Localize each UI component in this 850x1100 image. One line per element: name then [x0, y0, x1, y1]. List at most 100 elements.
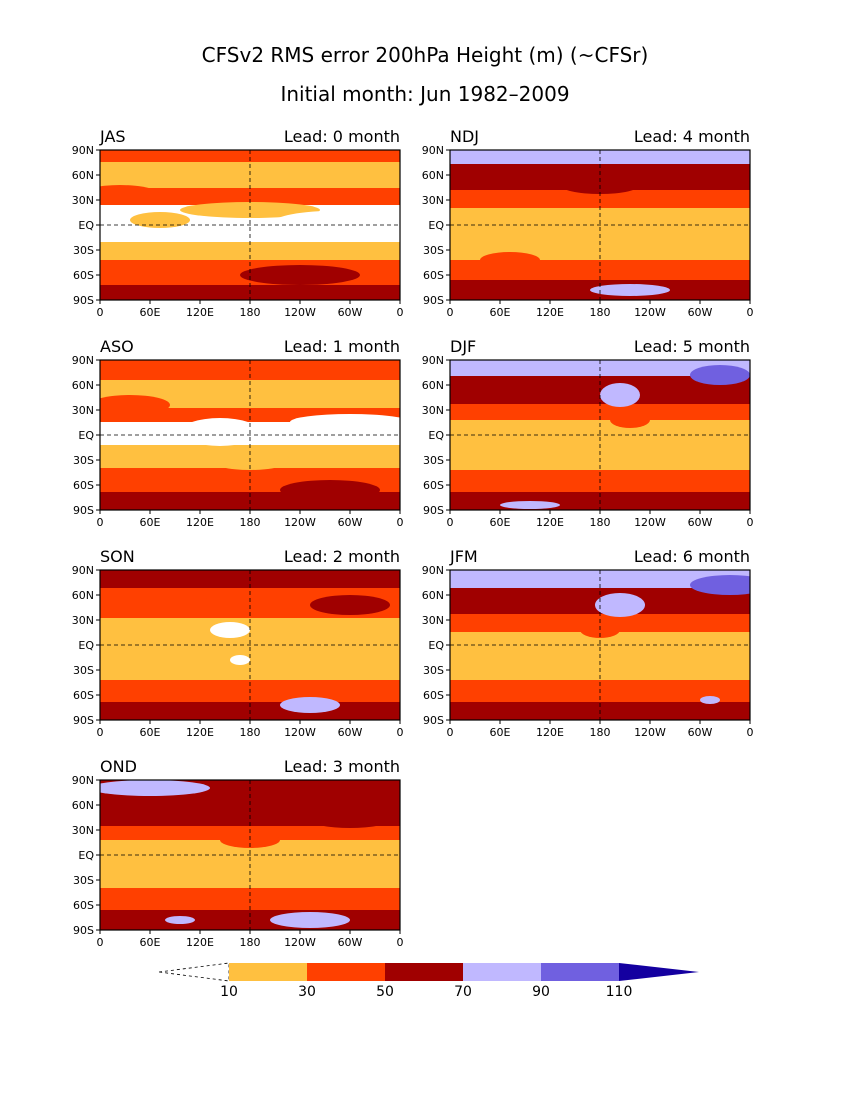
- lat-tick-label: 60S: [73, 479, 94, 492]
- lon-tick-label: 120W: [284, 726, 316, 739]
- lat-tick-label: 90S: [423, 714, 444, 727]
- lon-tick-label: 120W: [634, 306, 666, 319]
- season-label: ASO: [100, 337, 134, 356]
- lat-tick-label: 30N: [422, 194, 444, 207]
- lon-tick-label: 180: [590, 726, 611, 739]
- colorbar-segment: [307, 963, 385, 981]
- lead-label: Lead: 3 month: [284, 757, 400, 776]
- lat-tick-label: 60S: [73, 899, 94, 912]
- lon-tick-label: 0: [97, 936, 104, 949]
- colorbar-segment: [541, 963, 619, 981]
- season-label: JAS: [99, 127, 126, 146]
- lon-tick-label: 0: [97, 516, 104, 529]
- lon-tick-label: 0: [397, 726, 404, 739]
- lat-tick-label: 90S: [423, 294, 444, 307]
- lon-tick-label: 180: [240, 306, 261, 319]
- colorbar-segment: [229, 963, 307, 981]
- lon-tick-label: 120E: [186, 516, 214, 529]
- lon-tick-label: 0: [447, 516, 454, 529]
- lat-tick-label: 90N: [72, 564, 94, 577]
- lead-label: Lead: 4 month: [634, 127, 750, 146]
- lat-tick-label: 60S: [73, 689, 94, 702]
- lon-tick-label: 120W: [284, 516, 316, 529]
- lon-tick-label: 60E: [490, 306, 511, 319]
- lon-tick-label: 120E: [186, 726, 214, 739]
- lat-tick-label: 30S: [73, 874, 94, 887]
- colorbar-high-arrow: [619, 963, 699, 981]
- lon-tick-label: 180: [590, 306, 611, 319]
- lon-tick-label: 60W: [688, 726, 713, 739]
- lon-tick-label: 120E: [186, 936, 214, 949]
- season-label: SON: [100, 547, 135, 566]
- lat-tick-label: 60N: [72, 589, 94, 602]
- lon-tick-label: 60W: [688, 516, 713, 529]
- lon-tick-label: 120E: [536, 516, 564, 529]
- lat-tick-label: 90S: [73, 504, 94, 517]
- lat-tick-label: EQ: [78, 219, 94, 232]
- lat-tick-label: 30N: [72, 614, 94, 627]
- colorbar: 10 30 50 70 90 110: [158, 962, 699, 1000]
- lat-tick-label: 30S: [73, 244, 94, 257]
- lon-tick-label: 120W: [284, 306, 316, 319]
- shading: [450, 570, 750, 720]
- lat-tick-label: 90N: [72, 774, 94, 787]
- lon-tick-label: 60W: [338, 726, 363, 739]
- lon-tick-label: 60E: [140, 306, 161, 319]
- lon-tick-label: 120E: [186, 306, 214, 319]
- lon-tick-label: 60W: [688, 306, 713, 319]
- lat-tick-label: 60S: [423, 269, 444, 282]
- lat-tick-label: 60N: [72, 379, 94, 392]
- lat-tick-label: 30N: [422, 614, 444, 627]
- lon-tick-label: 0: [97, 726, 104, 739]
- lat-tick-label: 30N: [72, 194, 94, 207]
- lon-tick-label: 0: [397, 306, 404, 319]
- lon-tick-label: 60E: [490, 726, 511, 739]
- lat-tick-label: EQ: [428, 639, 444, 652]
- colorbar-low-arrow: [158, 962, 230, 982]
- lat-tick-label: 60N: [72, 169, 94, 182]
- lead-label: Lead: 0 month: [284, 127, 400, 146]
- lon-tick-label: 120E: [536, 306, 564, 319]
- lat-tick-label: EQ: [78, 429, 94, 442]
- lat-tick-label: 60S: [423, 689, 444, 702]
- lon-tick-label: 180: [240, 516, 261, 529]
- lon-tick-label: 180: [240, 936, 261, 949]
- lon-tick-label: 120W: [284, 936, 316, 949]
- lead-label: Lead: 6 month: [634, 547, 750, 566]
- lat-tick-label: 30N: [422, 404, 444, 417]
- lon-tick-label: 0: [747, 726, 754, 739]
- lat-tick-label: 90S: [73, 924, 94, 937]
- lon-tick-label: 60E: [140, 726, 161, 739]
- lon-tick-label: 0: [397, 936, 404, 949]
- lead-label: Lead: 2 month: [284, 547, 400, 566]
- lat-tick-label: 30S: [423, 664, 444, 677]
- lat-tick-label: 60N: [422, 379, 444, 392]
- lon-tick-label: 60W: [338, 516, 363, 529]
- season-label: OND: [100, 757, 137, 776]
- lon-tick-label: 120W: [634, 516, 666, 529]
- colorbar-label: 70: [454, 984, 472, 1000]
- lat-tick-label: 30S: [73, 664, 94, 677]
- lat-tick-label: 60S: [423, 479, 444, 492]
- season-label: DJF: [450, 337, 476, 356]
- lat-tick-label: EQ: [78, 849, 94, 862]
- lead-label: Lead: 1 month: [284, 337, 400, 356]
- season-label: NDJ: [450, 127, 479, 146]
- lat-tick-label: 30N: [72, 404, 94, 417]
- season-label: JFM: [449, 547, 478, 566]
- colorbar-label: 110: [606, 984, 633, 1000]
- lat-tick-label: 30S: [423, 244, 444, 257]
- lat-tick-label: EQ: [78, 639, 94, 652]
- colorbar-segment: [463, 963, 541, 981]
- colorbar-label: 90: [532, 984, 550, 1000]
- lat-tick-label: 90N: [72, 354, 94, 367]
- lon-tick-label: 0: [447, 306, 454, 319]
- colorbar-label: 50: [376, 984, 394, 1000]
